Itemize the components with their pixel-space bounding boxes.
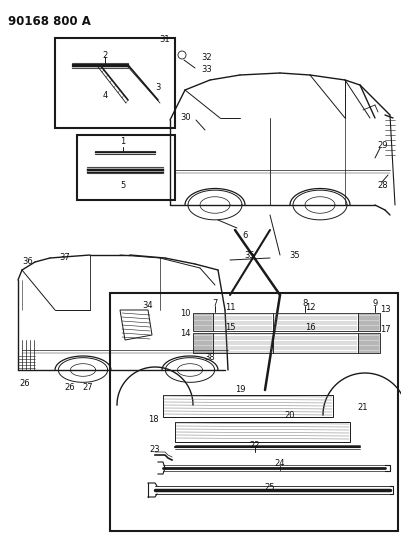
Polygon shape [120, 310, 152, 340]
Text: 13: 13 [380, 305, 390, 314]
Bar [213, 313, 273, 331]
Text: 12: 12 [305, 303, 315, 312]
Bar [193, 333, 213, 353]
Text: 29: 29 [378, 141, 388, 149]
Text: 28: 28 [378, 181, 388, 190]
Text: 38: 38 [205, 353, 215, 362]
Bar [110, 293, 398, 531]
Text: 9: 9 [373, 298, 378, 308]
Text: 4: 4 [102, 91, 107, 100]
Text: 14: 14 [180, 328, 190, 337]
Text: 37: 37 [60, 254, 70, 262]
Bar [77, 135, 175, 200]
Bar [358, 333, 380, 353]
Text: 19: 19 [235, 385, 245, 394]
Text: 35: 35 [290, 251, 300, 260]
Text: 90168 800 A: 90168 800 A [8, 15, 91, 28]
Text: 6: 6 [242, 230, 248, 239]
Text: 33: 33 [202, 66, 213, 75]
Text: 15: 15 [225, 324, 235, 333]
Text: 24: 24 [275, 458, 285, 467]
Bar [193, 313, 213, 331]
Text: 32: 32 [202, 53, 212, 62]
Text: 3: 3 [155, 84, 161, 93]
Text: 11: 11 [225, 303, 235, 312]
Text: 20: 20 [285, 410, 295, 419]
Text: 1: 1 [120, 138, 126, 147]
Text: 17: 17 [380, 326, 390, 335]
Text: 34: 34 [143, 301, 153, 310]
Text: 10: 10 [180, 309, 190, 318]
Text: 36: 36 [22, 257, 33, 266]
Bar [175, 422, 350, 442]
Text: 30: 30 [181, 114, 191, 123]
Text: 18: 18 [148, 416, 158, 424]
Bar [55, 38, 175, 128]
Bar [358, 313, 380, 331]
Bar [163, 395, 333, 417]
Text: 31: 31 [160, 36, 170, 44]
Text: 23: 23 [150, 445, 160, 454]
Text: 25: 25 [265, 482, 275, 491]
Text: 35: 35 [245, 251, 255, 260]
Text: 21: 21 [358, 403, 368, 413]
Text: 2: 2 [102, 51, 107, 60]
Text: 8: 8 [302, 298, 308, 308]
Text: 26: 26 [65, 384, 75, 392]
Bar [273, 313, 358, 331]
Text: 27: 27 [83, 384, 93, 392]
Bar [273, 333, 358, 353]
Text: 7: 7 [212, 298, 218, 308]
Text: 16: 16 [305, 324, 315, 333]
Text: 22: 22 [250, 440, 260, 449]
Bar [213, 333, 273, 353]
Text: 26: 26 [20, 378, 30, 387]
Text: 5: 5 [120, 181, 126, 190]
